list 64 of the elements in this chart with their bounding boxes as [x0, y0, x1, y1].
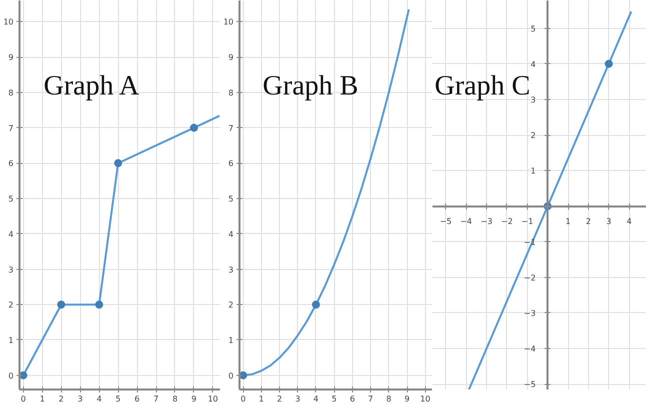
- x-tick-label: 0: [20, 394, 26, 404]
- y-tick-label: 1: [228, 336, 234, 345]
- x-tick-label: 7: [368, 394, 374, 404]
- y-tick-label: 4: [8, 230, 14, 239]
- y-tick-label: 7: [228, 124, 234, 133]
- x-tick-label: 2: [58, 394, 64, 404]
- y-tick-label: 5: [530, 24, 536, 34]
- x-tick-label: 6: [134, 394, 140, 404]
- x-tick-label: 8: [172, 394, 178, 404]
- y-tick-label: 0: [228, 371, 234, 380]
- x-tick-label: 3: [295, 394, 300, 404]
- y-tick-label: 9: [228, 53, 234, 62]
- x-tick-label: 3: [606, 217, 612, 226]
- x-tick-label: 6: [350, 394, 355, 404]
- x-tick-label: 2: [277, 394, 282, 404]
- x-tick-label: −5: [440, 217, 452, 226]
- x-tick-label: 7: [153, 394, 159, 404]
- x-tick-label: 10: [208, 394, 218, 404]
- y-tick-label: 6: [228, 159, 234, 168]
- y-tick-label: −2: [524, 273, 536, 282]
- y-tick-label: 6: [8, 159, 14, 168]
- y-tick-label: 1: [8, 336, 14, 345]
- x-tick-label: −4: [460, 217, 472, 226]
- y-tick-label: −3: [524, 308, 536, 318]
- y-tick-label: 3: [8, 265, 14, 274]
- x-tick-label: 9: [404, 394, 410, 404]
- x-tick-label: 8: [386, 394, 392, 404]
- y-tick-label: 10: [223, 18, 234, 27]
- text: Graph B: [262, 70, 358, 102]
- x-tick-label: −3: [480, 217, 492, 226]
- x-tick-label: 9: [191, 394, 196, 404]
- y-tick-label: 3: [228, 265, 234, 274]
- y-tick-label: 2: [8, 300, 14, 310]
- x-tick-label: 2: [586, 217, 591, 226]
- y-tick-label: 2: [228, 300, 234, 310]
- y-tick-label: 10: [3, 18, 14, 27]
- x-tick-label: 0: [240, 394, 246, 404]
- y-tick-label: 8: [228, 88, 234, 98]
- y-tick-label: −4: [524, 344, 536, 354]
- y-tick-label: −5: [524, 380, 536, 390]
- x-tick-label: 1: [258, 394, 264, 404]
- x-tick-label: 4: [626, 217, 632, 226]
- y-tick-label: 9: [8, 53, 14, 62]
- text: Graph A: [44, 70, 140, 102]
- x-tick-label: −2: [500, 217, 513, 226]
- x-tick-label: 5: [116, 394, 121, 404]
- y-tick-label: 8: [8, 88, 14, 98]
- y-tick-label: 4: [530, 60, 536, 69]
- y-tick-label: 5: [8, 194, 14, 204]
- x-tick-label: 1: [565, 217, 571, 226]
- x-tick-label: 4: [96, 394, 102, 404]
- x-tick-label: 4: [313, 394, 319, 404]
- y-tick-label: 5: [228, 194, 234, 204]
- x-tick-label: 3: [78, 394, 83, 404]
- y-tick-label: 7: [8, 124, 14, 133]
- y-tick-label: 2: [530, 131, 536, 140]
- y-tick-label: 0: [8, 371, 14, 380]
- y-tick-label: 1: [530, 166, 536, 176]
- x-tick-label: 10: [420, 394, 430, 404]
- x-tick-label: 1: [40, 394, 45, 404]
- x-tick-label: 5: [332, 394, 337, 404]
- y-tick-label: 3: [530, 95, 536, 104]
- y-tick-label: 4: [228, 230, 234, 239]
- text: Graph C: [434, 70, 530, 102]
